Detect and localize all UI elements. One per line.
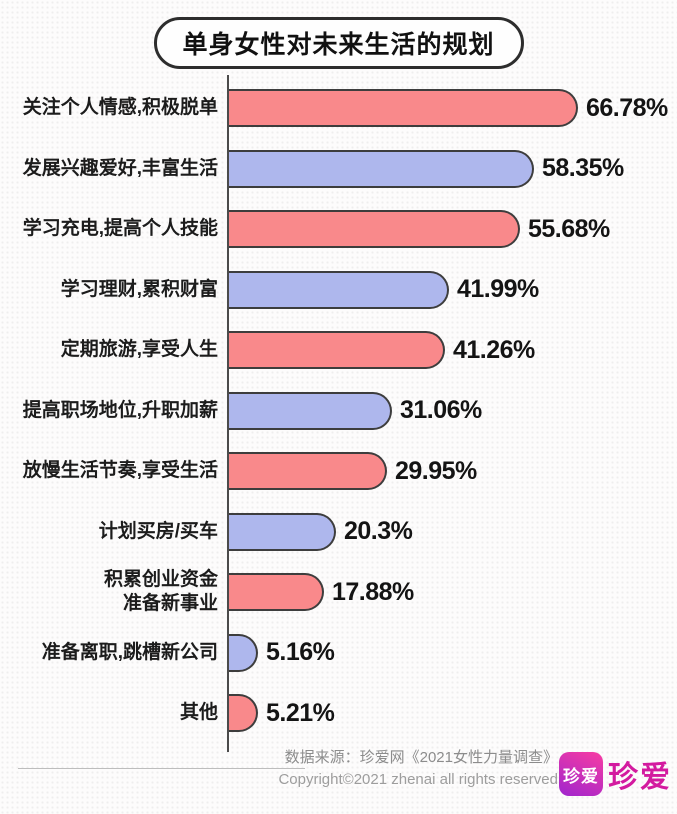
- bar: [229, 270, 449, 309]
- bar-label: 关注个人情感,积极脱单: [22, 97, 218, 119]
- bar-value: 5.21%: [266, 698, 335, 727]
- bar: [229, 633, 258, 672]
- bar-area: 58.35%: [218, 149, 677, 188]
- bar-label: 提高职场地位,升职加薪: [22, 399, 218, 421]
- bar: [229, 331, 445, 370]
- bar-area: 41.26%: [218, 331, 677, 370]
- bar-label: 发展兴趣爱好,丰富生活: [22, 157, 218, 179]
- bar: [229, 452, 387, 491]
- bar-row: 放慢生活节奏,享受生活 29.95%: [0, 441, 677, 502]
- bar-label: 学习充电,提高个人技能: [22, 218, 218, 240]
- bar: [229, 149, 534, 188]
- footer: 数据来源：珍爱网《2021女性力量调查》 Copyright©2021 zhen…: [278, 747, 558, 791]
- bar-area: 55.68%: [218, 210, 677, 249]
- bar-area: 66.78%: [218, 89, 677, 128]
- zhenai-app-icon-text: 珍爱: [563, 766, 599, 786]
- bar-value: 20.3%: [344, 517, 413, 546]
- copyright-text: Copyright©2021 zhenai all rights reserve…: [278, 771, 558, 788]
- bar-value: 58.35%: [542, 154, 624, 183]
- bar-row: 其他 5.21%: [0, 683, 677, 744]
- bar-row: 学习理财,累积财富 41.99%: [0, 260, 677, 321]
- bar-label: 其他: [179, 702, 218, 724]
- bar-value: 31.06%: [400, 396, 482, 425]
- bar-row: 计划买房/买车 20.3%: [0, 502, 677, 563]
- bar-label: 学习理财,累积财富: [60, 278, 218, 300]
- bar-value: 66.78%: [586, 93, 668, 122]
- bar-label: 放慢生活节奏,享受生活: [22, 460, 218, 482]
- bar-value: 29.95%: [395, 456, 477, 485]
- bar-area: 5.21%: [218, 694, 677, 733]
- bar: [229, 573, 324, 612]
- bar-row: 发展兴趣爱好,丰富生活 58.35%: [0, 139, 677, 200]
- bar-chart: 关注个人情感,积极脱单 66.78% 发展兴趣爱好,丰富生活 58.35% 学习…: [0, 75, 677, 752]
- footer-divider: [18, 768, 305, 769]
- bar-value: 5.16%: [266, 638, 335, 667]
- bar-value: 55.68%: [528, 214, 610, 243]
- bar-row: 学习充电,提高个人技能 55.68%: [0, 199, 677, 260]
- brand-logo: 珍爱 珍爱: [559, 752, 672, 796]
- zhenai-wordmark: 珍爱: [608, 761, 672, 794]
- bar-area: 17.88%: [218, 573, 677, 612]
- bar-area: 20.3%: [218, 512, 677, 551]
- bar-value: 17.88%: [332, 577, 414, 606]
- bar-row: 准备离职,跳槽新公司 5.16%: [0, 623, 677, 684]
- bar-label: 积累创业资金 准备新事业: [103, 568, 218, 615]
- bar-label: 定期旅游,享受人生: [60, 339, 218, 361]
- bar: [229, 391, 392, 430]
- bar-row: 提高职场地位,升职加薪 31.06%: [0, 381, 677, 442]
- data-source-text: 数据来源：珍爱网《2021女性力量调查》: [284, 749, 558, 766]
- bar-label: 计划买房/买车: [98, 520, 218, 542]
- bar-row: 定期旅游,享受人生 41.26%: [0, 320, 677, 381]
- bar: [229, 694, 258, 733]
- bar-row: 关注个人情感,积极脱单 66.78%: [0, 78, 677, 139]
- bar: [229, 210, 520, 249]
- zhenai-app-icon: 珍爱: [559, 752, 603, 796]
- bar-area: 31.06%: [218, 391, 677, 430]
- bar-row: 积累创业资金 准备新事业 17.88%: [0, 562, 677, 623]
- bar-value: 41.99%: [457, 275, 539, 304]
- chart-title: 单身女性对未来生活的规划: [182, 31, 495, 59]
- bar-area: 29.95%: [218, 452, 677, 491]
- bar-area: 41.99%: [218, 270, 677, 309]
- chart-title-pill: 单身女性对未来生活的规划: [153, 17, 524, 69]
- bar-value: 41.26%: [453, 335, 535, 364]
- bar: [229, 512, 336, 551]
- bar-rows: 关注个人情感,积极脱单 66.78% 发展兴趣爱好,丰富生活 58.35% 学习…: [0, 78, 677, 744]
- bar-area: 5.16%: [218, 633, 677, 672]
- bar-label: 准备离职,跳槽新公司: [41, 641, 218, 663]
- bar: [229, 89, 578, 128]
- category-axis-line: [227, 75, 229, 752]
